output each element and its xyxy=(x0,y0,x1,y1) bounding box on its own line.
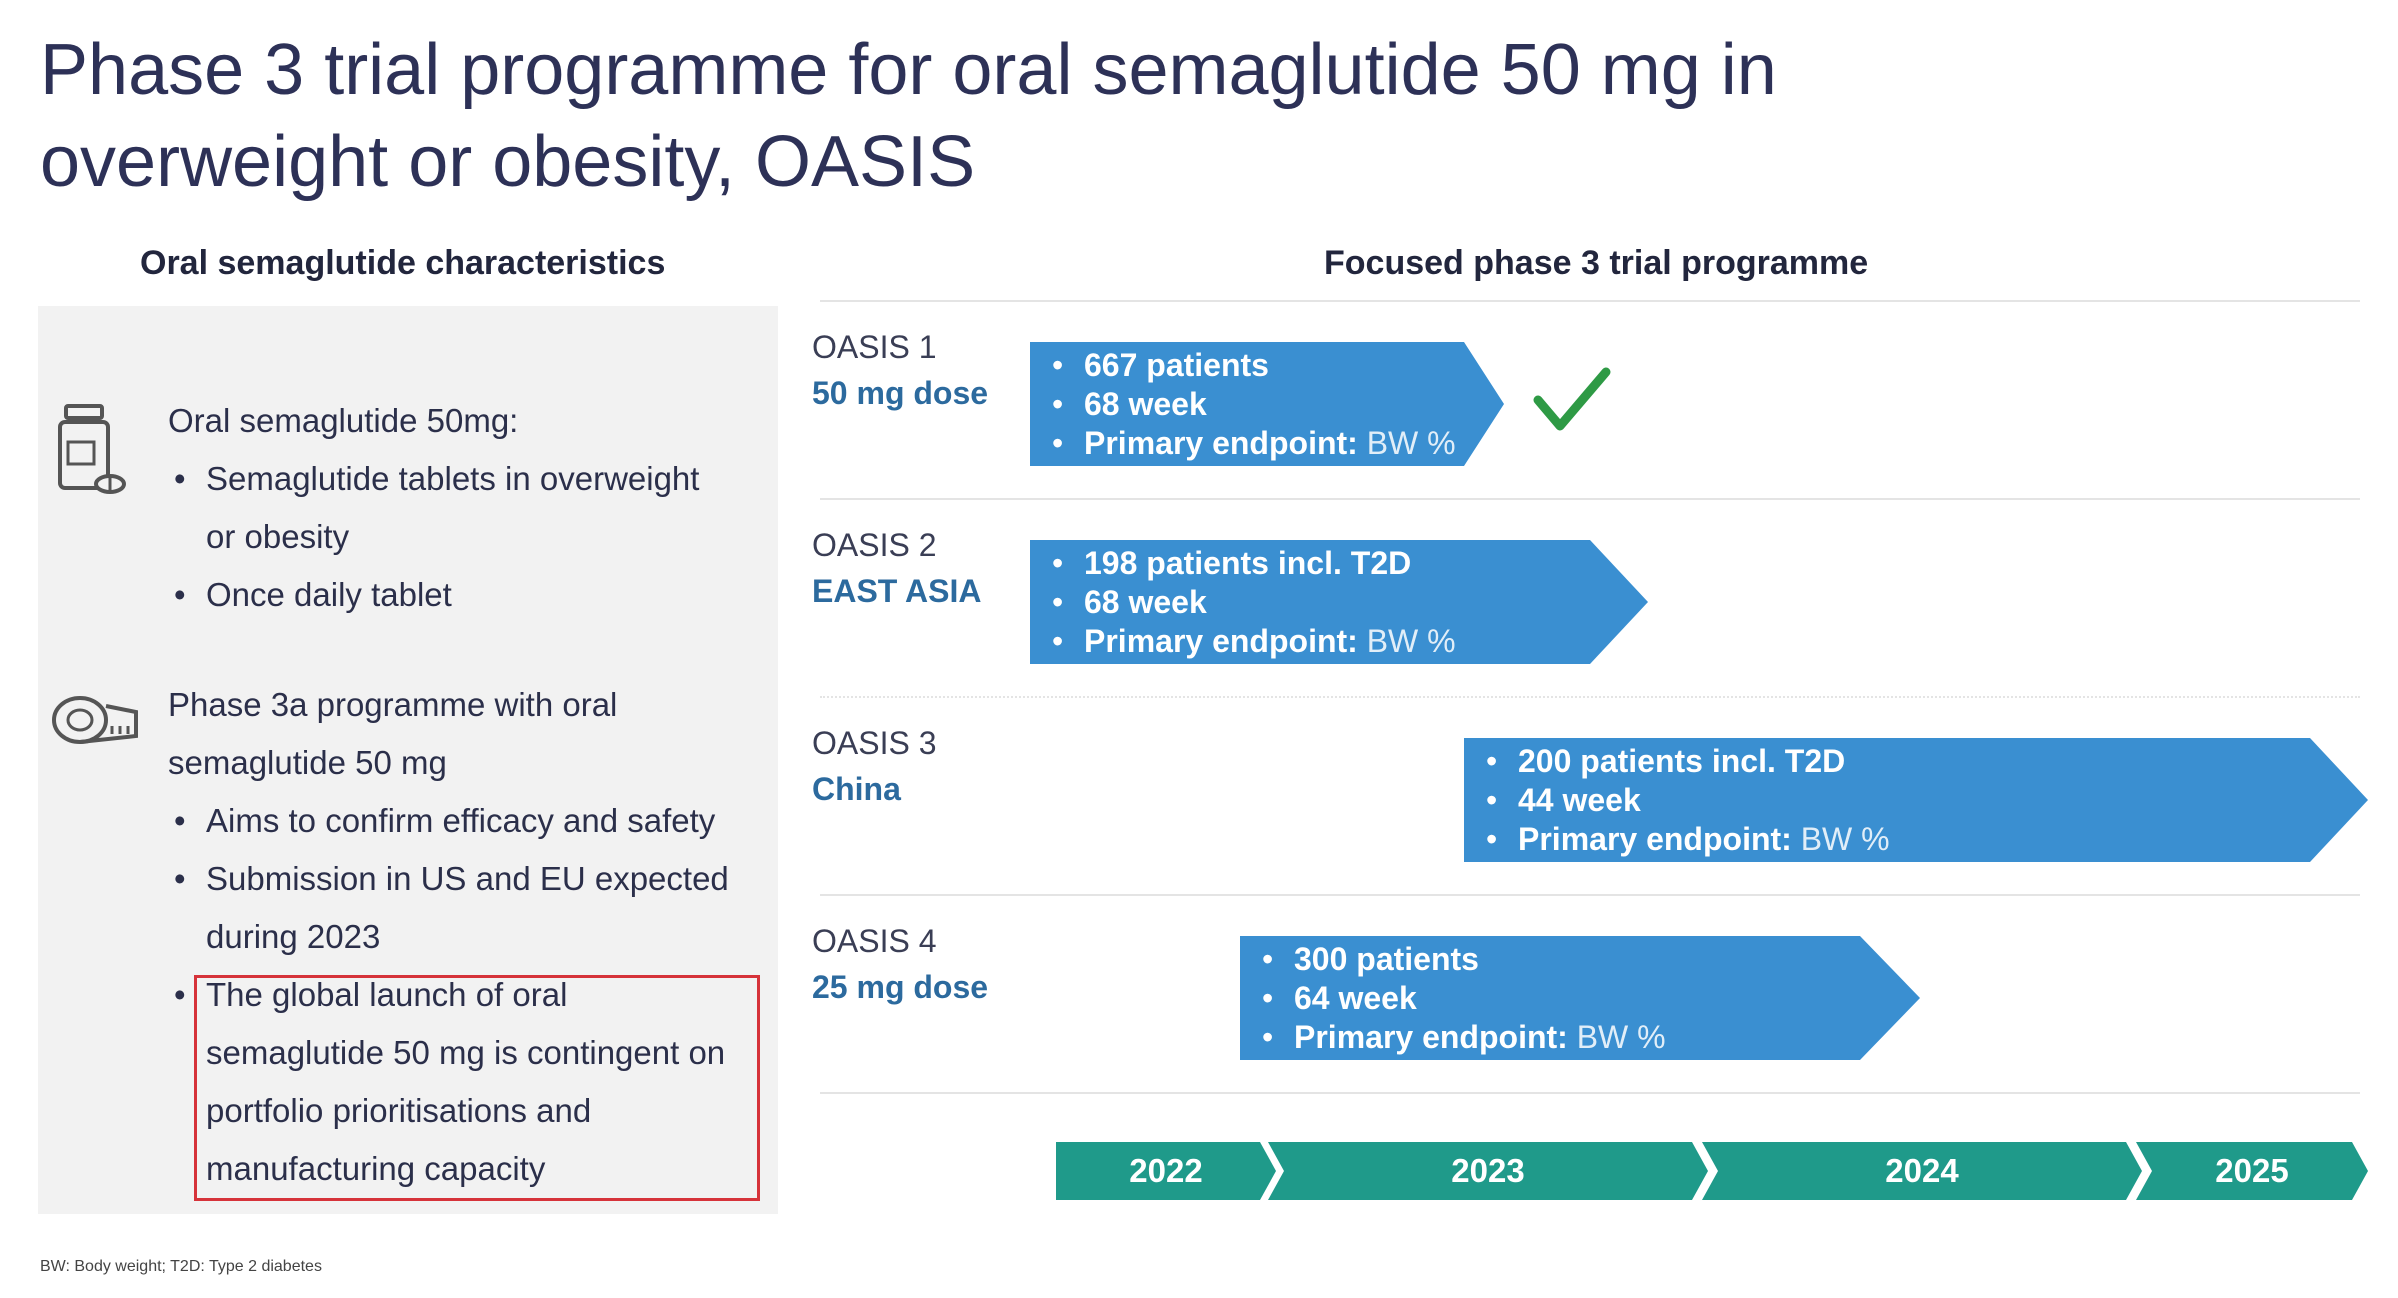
block2-bullet1-text: Aims to confirm efficacy and safety xyxy=(206,802,715,839)
duration-text: 68 week xyxy=(1084,584,1207,620)
year-segment-2024: 2024 xyxy=(1702,1142,2142,1200)
bar-line-3: •Primary endpoint: BW % xyxy=(1486,820,1890,859)
trial-subtitle: EAST ASIA xyxy=(812,568,982,614)
footnote: BW: Body weight; T2D: Type 2 diabetes xyxy=(40,1258,322,1276)
trial-name: OASIS 3 xyxy=(812,720,937,766)
bar-line-2: •68 week xyxy=(1052,583,1456,622)
year-label: 2025 xyxy=(2136,1142,2368,1200)
patients-text: 200 patients incl. T2D xyxy=(1518,743,1845,779)
block2-bullet-1: • Aims to confirm efficacy and safety xyxy=(168,792,729,850)
trial-name: OASIS 2 xyxy=(812,522,982,568)
block1-intro: Oral semaglutide 50mg: xyxy=(168,392,699,450)
characteristics-block-1: Oral semaglutide 50mg: • Semaglutide tab… xyxy=(168,392,699,624)
patients-text: 300 patients xyxy=(1294,941,1479,977)
endpoint-label: Primary endpoint: xyxy=(1084,623,1358,659)
trial-label-oasis-3: OASIS 3 China xyxy=(812,720,937,812)
block1-bullet1-line1: Semaglutide tablets in overweight xyxy=(206,460,699,497)
bar-line-3: •Primary endpoint: BW % xyxy=(1262,1018,1666,1057)
year-timeline: 2022 2023 2024 2025 xyxy=(1056,1142,2368,1200)
patients-text: 667 patients xyxy=(1084,347,1269,383)
bar-line-2: •44 week xyxy=(1486,781,1890,820)
endpoint-value: BW % xyxy=(1367,623,1456,659)
block1-bullet-2: • Once daily tablet xyxy=(168,566,699,624)
trial-label-oasis-1: OASIS 1 50 mg dose xyxy=(812,324,988,416)
title-line-1: Phase 3 trial programme for oral semaglu… xyxy=(40,24,2240,116)
title-line-2: overweight or obesity, OASIS xyxy=(40,116,2240,208)
duration-text: 44 week xyxy=(1518,782,1641,818)
endpoint-value: BW % xyxy=(1801,821,1890,857)
block1-bullet-1: • Semaglutide tablets in overweight xyxy=(168,450,699,508)
year-segment-2022: 2022 xyxy=(1056,1142,1276,1200)
endpoint-value: BW % xyxy=(1577,1019,1666,1055)
trial-subtitle: 25 mg dose xyxy=(812,964,988,1010)
patients-text: 198 patients incl. T2D xyxy=(1084,545,1411,581)
trial-subtitle: China xyxy=(812,766,937,812)
year-label: 2024 xyxy=(1702,1142,2142,1200)
duration-text: 64 week xyxy=(1294,980,1417,1016)
bar-text: •198 patients incl. T2D •68 week •Primar… xyxy=(1052,544,1456,661)
characteristics-heading: Oral semaglutide characteristics xyxy=(140,244,665,283)
bar-text: •200 patients incl. T2D •44 week •Primar… xyxy=(1486,742,1890,859)
year-segment-2023: 2023 xyxy=(1268,1142,1708,1200)
bar-text: •300 patients •64 week •Primary endpoint… xyxy=(1262,940,1666,1057)
block2-intro-line1: Phase 3a programme with oral xyxy=(168,676,729,734)
endpoint-value: BW % xyxy=(1367,425,1456,461)
checkmark-icon xyxy=(1532,366,1612,436)
bullet-dot: • xyxy=(174,792,186,850)
bar-line-1: •667 patients xyxy=(1052,346,1456,385)
row-divider xyxy=(820,1092,2360,1094)
year-label: 2023 xyxy=(1268,1142,1708,1200)
year-label: 2022 xyxy=(1056,1142,1276,1200)
row-divider xyxy=(820,300,2360,302)
year-segment-2025: 2025 xyxy=(2136,1142,2368,1200)
trial-bar-oasis-3: •200 patients incl. T2D •44 week •Primar… xyxy=(1464,738,2368,862)
bar-line-1: •198 patients incl. T2D xyxy=(1052,544,1456,583)
block2-bullet2-line2: during 2023 xyxy=(168,908,729,966)
trial-bar-oasis-1: •667 patients •68 week •Primary endpoint… xyxy=(1030,342,1504,466)
row-divider xyxy=(820,498,2360,500)
block1-bullet2-text: Once daily tablet xyxy=(206,576,452,613)
pill-bottle-icon xyxy=(56,404,128,496)
bar-line-3: •Primary endpoint: BW % xyxy=(1052,424,1456,463)
bullet-dot: • xyxy=(174,850,186,908)
block1-bullet1-line2: or obesity xyxy=(168,508,699,566)
row-divider xyxy=(820,894,2360,896)
bar-line-1: •300 patients xyxy=(1262,940,1666,979)
block2-intro-line2: semaglutide 50 mg xyxy=(168,734,729,792)
measuring-tape-icon xyxy=(50,690,142,750)
trial-name: OASIS 4 xyxy=(812,918,988,964)
block2-bullet2-line1: Submission in US and EU expected xyxy=(206,860,729,897)
bullet-dot: • xyxy=(174,966,186,1024)
trial-subtitle: 50 mg dose xyxy=(812,370,988,416)
trial-label-oasis-4: OASIS 4 25 mg dose xyxy=(812,918,988,1010)
bar-text: •667 patients •68 week •Primary endpoint… xyxy=(1052,346,1456,463)
block2-bullet-2: • Submission in US and EU expected xyxy=(168,850,729,908)
launch-highlight-box xyxy=(194,975,760,1201)
row-divider xyxy=(820,696,2360,698)
page-title: Phase 3 trial programme for oral semaglu… xyxy=(40,24,2240,208)
trial-programme-heading: Focused phase 3 trial programme xyxy=(1324,244,1868,283)
bullet-dot: • xyxy=(174,450,186,508)
bar-line-1: •200 patients incl. T2D xyxy=(1486,742,1890,781)
bullet-dot: • xyxy=(174,566,186,624)
trial-label-oasis-2: OASIS 2 EAST ASIA xyxy=(812,522,982,614)
bar-line-3: •Primary endpoint: BW % xyxy=(1052,622,1456,661)
bar-line-2: •68 week xyxy=(1052,385,1456,424)
endpoint-label: Primary endpoint: xyxy=(1294,1019,1568,1055)
endpoint-label: Primary endpoint: xyxy=(1518,821,1792,857)
bar-line-2: •64 week xyxy=(1262,979,1666,1018)
trial-bar-oasis-2: •198 patients incl. T2D •68 week •Primar… xyxy=(1030,540,1648,664)
trial-bar-oasis-4: •300 patients •64 week •Primary endpoint… xyxy=(1240,936,1920,1060)
trial-name: OASIS 1 xyxy=(812,324,988,370)
endpoint-label: Primary endpoint: xyxy=(1084,425,1358,461)
duration-text: 68 week xyxy=(1084,386,1207,422)
